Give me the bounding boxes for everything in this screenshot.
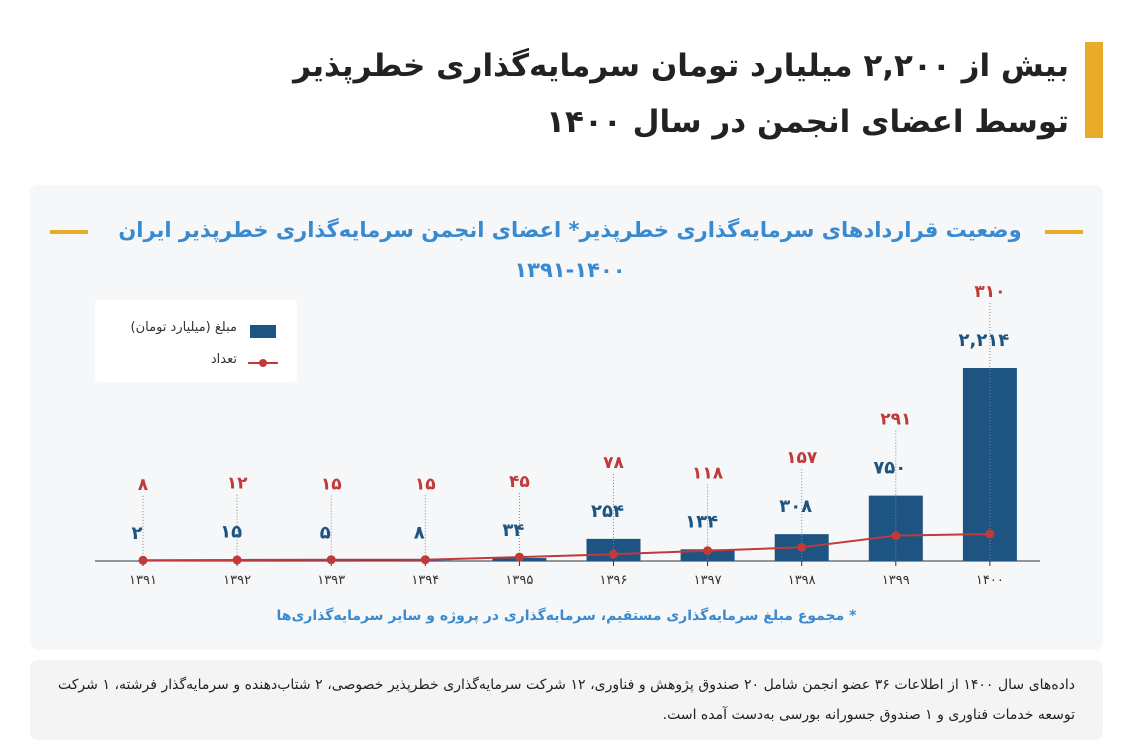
count-point [609, 549, 618, 559]
count-label: ۲۹۱ [880, 410, 911, 430]
x-tick-label: ۱۳۹۱ [129, 573, 157, 588]
amount-label: ۵ [320, 523, 331, 544]
legend-marker [259, 359, 267, 367]
legend: مبلغ (میلیارد تومان) تعداد [95, 300, 297, 382]
count-label: ۸ [138, 475, 149, 495]
count-point [514, 552, 524, 562]
amount-label: ۲۵۴ [591, 501, 624, 522]
note-text: داده‌های سال ۱۴۰۰ از اطلاعات ۳۶ عضو انجم… [58, 677, 1076, 723]
x-tick-label: ۱۳۹۵ [505, 573, 533, 588]
amount-label: ۷۵۰ [873, 458, 906, 479]
legend-label-count: تعداد [210, 352, 237, 367]
legend-label-amount: مبلغ (میلیارد تومان) [130, 320, 237, 335]
legend-item-count: تعداد [211, 352, 237, 367]
footnote: * مجموع مبلغ سرمایه‌گذاری مستقیم، سرمایه… [276, 608, 857, 624]
count-point [891, 531, 901, 541]
x-tick-label: ۱۳۹۸ [788, 573, 816, 588]
note-box: داده‌های سال ۱۴۰۰ از اطلاعات ۳۶ عضو انجم… [30, 660, 1103, 740]
chart-title: وضعیت قراردادهای سرمایه‌گذاری خطرپذیر* ا… [100, 210, 1040, 290]
count-line [142, 532, 990, 562]
count-label: ۴۵ [509, 472, 530, 492]
amount-label: ۳۴ [502, 520, 524, 541]
count-label: ۷۸ [603, 453, 624, 473]
amount-label: ۲,۲۱۴ [959, 330, 1010, 351]
title-line-2: توسط اعضای انجمن در سال ۱۴۰۰ [546, 104, 1069, 140]
count-label: ۱۵ [321, 475, 342, 495]
count-point [232, 555, 242, 565]
count-label: ۱۱۸ [692, 463, 724, 483]
amount-label: ۱۳۴ [685, 511, 718, 532]
x-tick-label: ۱۳۹۲ [223, 573, 251, 588]
x-tick-label: ۱۳۹۴ [411, 573, 439, 588]
count-label: ۱۵ [415, 474, 436, 494]
chart-subtitle: ۱۳۹۱-۱۴۰۰ [514, 258, 626, 282]
count-point [985, 529, 995, 539]
amount-label: ۳۰۸ [779, 496, 812, 517]
count-label: ۱۲ [227, 474, 248, 494]
count-point [420, 555, 430, 565]
count-point [138, 555, 148, 565]
legend-swatch-bar [250, 325, 276, 338]
chart-panel [30, 185, 1103, 650]
x-tick-label: ۱۳۹۳ [317, 573, 345, 588]
count-point [703, 546, 713, 556]
amount-label: ۲ [132, 523, 143, 544]
count-point [326, 555, 336, 565]
x-tick-label: ۱۴۰۰ [976, 573, 1004, 588]
x-tick-label: ۱۳۹۹ [882, 573, 910, 588]
amount-label: ۸ [414, 522, 425, 543]
title-dash-left [50, 230, 88, 234]
page-title: بیش از ۲,۲۰۰ میلیارد تومان سرمایه‌گذاری … [169, 38, 1069, 150]
count-label: ۱۵۷ [786, 448, 818, 468]
count-label: ۳۱۰ [974, 282, 1005, 302]
title-accent-bar [1085, 42, 1103, 138]
count-point [797, 542, 807, 552]
title-line-1: بیش از ۲,۲۰۰ میلیارد تومان سرمایه‌گذاری … [293, 48, 1069, 84]
legend-item-amount: مبلغ (میلیارد تومان) [131, 320, 237, 335]
x-tick-label: ۱۳۹۷ [694, 573, 722, 588]
amount-label: ۱۵ [220, 522, 242, 543]
x-tick-label: ۱۳۹۶ [600, 573, 628, 588]
title-dash-right [1045, 230, 1083, 234]
chart-title-text: وضعیت قراردادهای سرمایه‌گذاری خطرپذیر* ا… [118, 218, 1022, 242]
